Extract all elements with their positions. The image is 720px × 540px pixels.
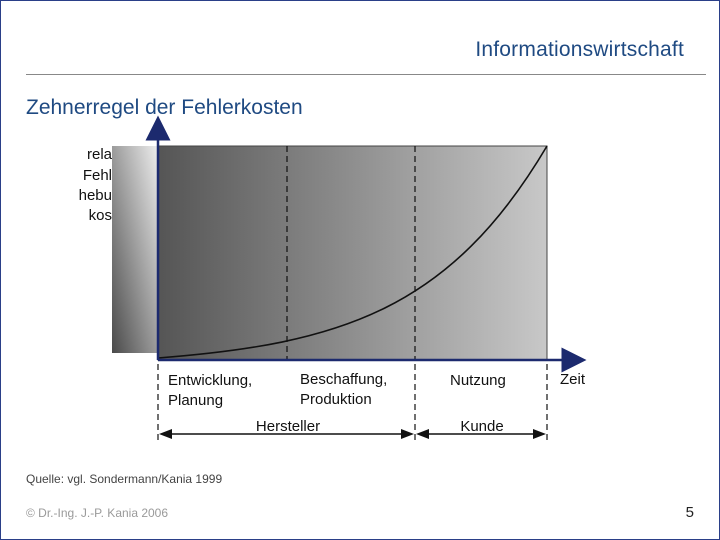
y-axis-label-line-2: Fehl [83,167,112,184]
phase-label-1-line-1: Entwicklung, [168,372,252,389]
hersteller-range-arrow [159,429,414,439]
cost-curve [157,145,548,359]
phase-label-3: Nutzung [450,372,506,389]
header-divider [26,74,706,75]
page-number: 5 [685,504,694,521]
kunde-label-bg [452,416,514,432]
phase-label-1-line-2: Planung [168,392,223,409]
plot-area [157,145,548,361]
header-title: Informationswirtschaft [475,38,684,61]
kunde-range-arrow [416,429,546,439]
kunde-label: Kunde [460,418,503,435]
x-axis-label: Zeit [560,371,586,388]
hersteller-label-bg [246,416,330,432]
y-axis-label-line-4: kos [89,207,112,224]
phase-label-2-line-1: Beschaffung, [300,371,387,388]
y-axis-label-line-3: hebu [79,187,112,204]
slide-title: Zehnerregel der Fehlerkosten [26,96,303,119]
source-note: Quelle: vgl. Sondermann/Kania 1999 [26,472,223,486]
y-axis-label-line-1: rela [87,146,113,163]
phase-label-2-line-2: Produktion [300,391,372,408]
overlay-box [112,146,158,353]
hersteller-label: Hersteller [256,418,320,435]
copyright-footer: © Dr.-Ing. J.-P. Kania 2006 [26,506,169,520]
